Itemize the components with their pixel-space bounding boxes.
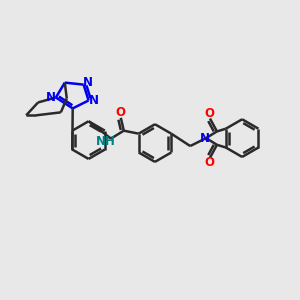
- Text: N: N: [88, 94, 98, 107]
- Text: N: N: [200, 132, 210, 145]
- Text: O: O: [204, 156, 214, 169]
- Text: NH: NH: [96, 135, 116, 148]
- Text: O: O: [204, 107, 214, 120]
- Text: O: O: [116, 106, 126, 119]
- Text: N: N: [46, 91, 56, 104]
- Text: N: N: [82, 76, 93, 89]
